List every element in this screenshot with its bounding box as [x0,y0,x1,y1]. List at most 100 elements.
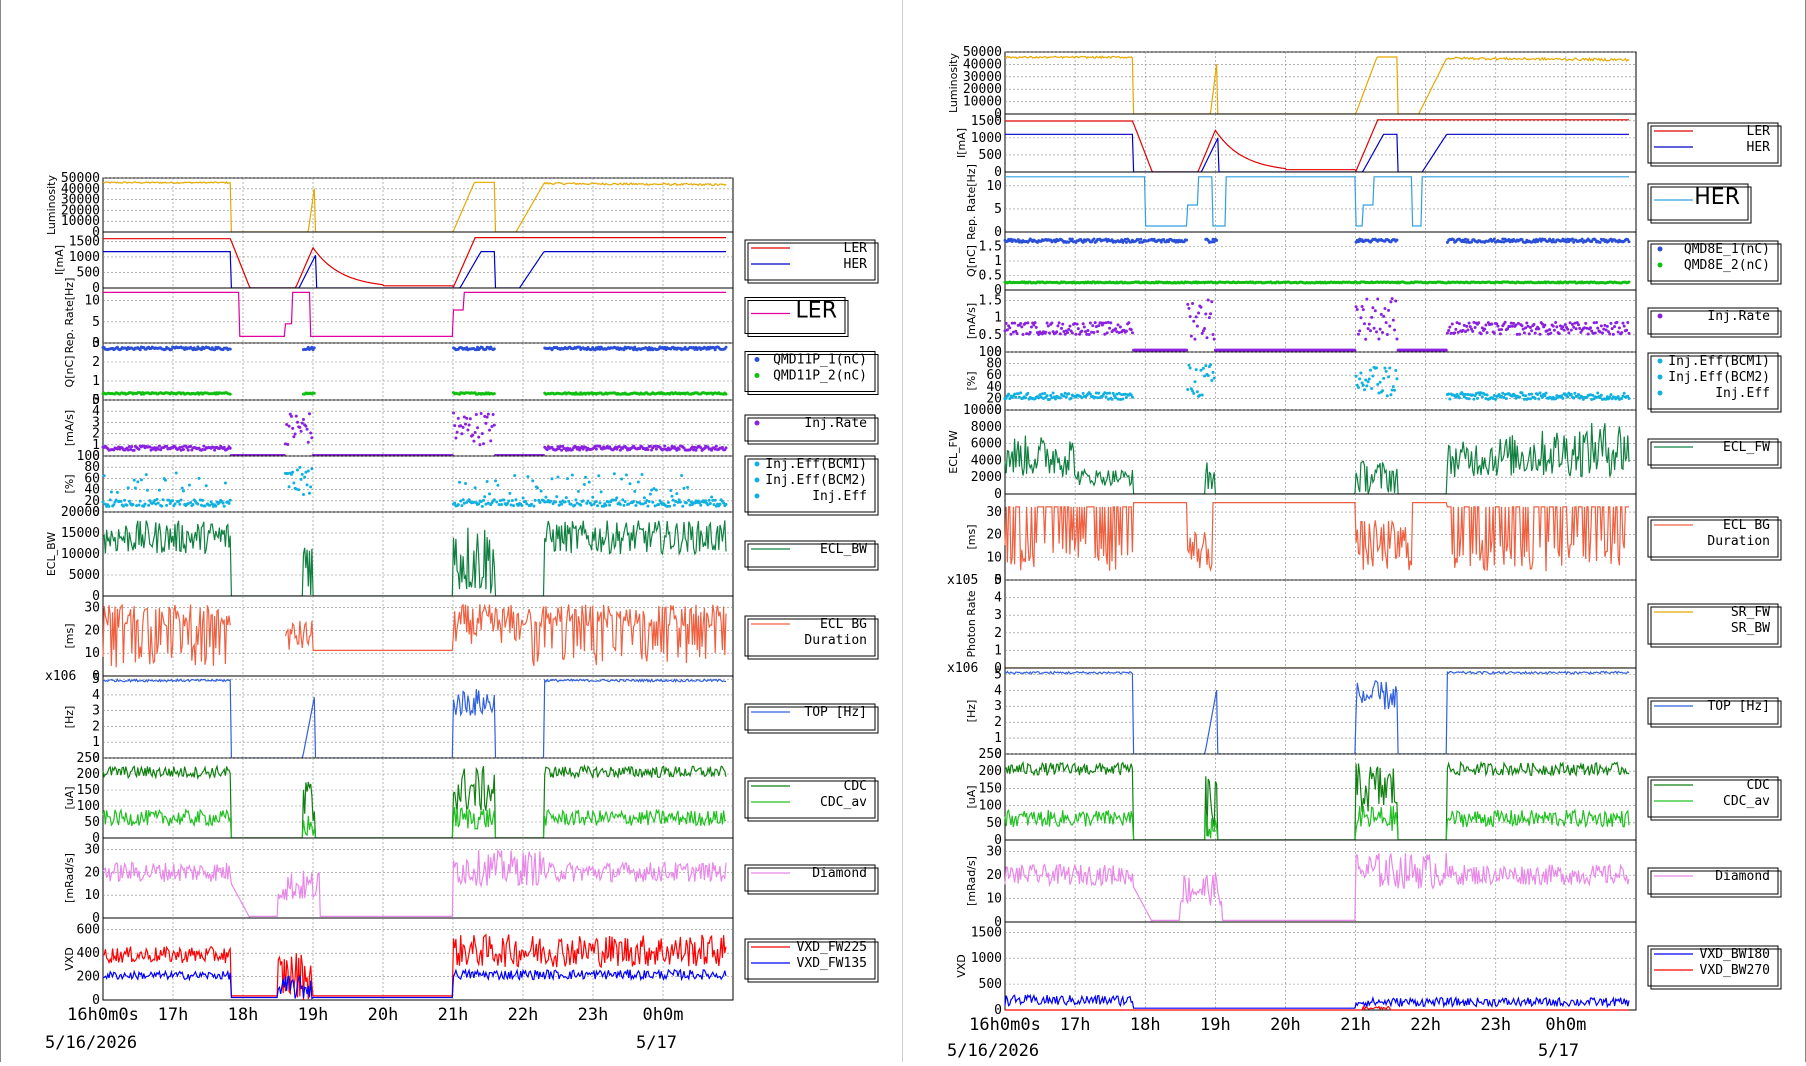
data-point [1104,395,1108,399]
data-point [1574,327,1578,331]
data-point [706,503,710,507]
data-point [1368,329,1372,333]
data-point [1525,321,1529,325]
data-point [1495,322,1499,326]
y-tick-label: 10 [986,892,1002,907]
data-point [651,500,655,504]
panel-dia: 0 10 20 30 [mRad/s] Diamond [965,839,1782,930]
data-point [210,502,214,506]
data-point [606,500,610,504]
data-point [1040,392,1044,396]
data-point [1611,332,1615,336]
data-point [1210,240,1214,244]
data-point [160,504,164,508]
legend-box [1647,603,1779,645]
y-tick-label: 1 [994,731,1002,746]
y-tick-label: 20 [84,623,100,638]
data-point [491,412,495,416]
data-point [1124,395,1128,399]
data-point [223,481,227,485]
data-point [1067,392,1071,396]
data-point [1605,324,1609,328]
chart-0: 01000020000300004000050000Luminosity0500… [45,171,879,1053]
data-point [1195,324,1199,328]
data-point [488,492,492,496]
data-point [1492,393,1496,397]
data-point [1110,397,1114,401]
data-point [1123,392,1127,396]
legend-shadow [1650,441,1782,469]
data-point [612,472,616,476]
data-point [1093,395,1097,399]
panel-frame [102,757,734,839]
data-point [1533,396,1537,400]
data-point [1049,394,1053,398]
data-point [1590,329,1594,333]
y-tick-label: 30000 [963,70,1002,85]
data-point [653,444,657,448]
data-point [1193,337,1197,341]
series-QMD8E_1(nC) [1003,237,1631,244]
data-point [1185,348,1189,352]
data-point [1029,325,1033,329]
data-point [1461,392,1465,396]
data-point [1038,393,1042,397]
data-point [514,498,518,502]
y-tick-label: 0 [92,911,100,926]
data-point [1203,374,1207,378]
data-point [1062,394,1066,398]
data-point [187,483,191,487]
data-point [1492,331,1496,335]
data-point [156,501,160,505]
data-point [1044,330,1048,334]
data-point [582,482,586,486]
y-tick-label: 0 [994,107,1002,122]
y-tick-label: 50 [986,816,1002,831]
data-point [1104,321,1108,325]
data-point [1191,389,1195,393]
data-point [584,475,588,479]
data-point [593,444,597,448]
data-point [174,471,178,475]
panel-q: 0 1 2 3 Q[nC] QMD11P_1(nC)QMD11P_2(nC) [63,336,879,408]
x-tick-label: 23h [578,1005,609,1025]
legend-label: QMD11P_1(nC) [773,353,867,368]
data-point [1382,314,1386,318]
data-point [1081,391,1085,395]
data-point [668,504,672,508]
data-point [480,504,484,508]
data-point [1058,332,1062,336]
data-point [1358,377,1362,381]
data-point [1124,329,1128,333]
y-tick-label: 1 [994,643,1002,658]
legend-box [744,455,876,513]
data-point [1463,392,1467,396]
data-point [1010,321,1014,325]
y-tick-label: 5000 [69,568,100,583]
data-point [698,501,702,505]
data-point [1191,301,1195,305]
legend-shadow [1650,870,1782,898]
data-point [306,440,310,444]
data-point [596,504,600,508]
data-point [1130,395,1134,399]
data-point [599,490,603,494]
data-point [480,432,484,436]
data-point [1484,397,1488,401]
legend-label: VXD_FW225 [797,940,867,955]
y-tick-label: 0 [994,915,1002,930]
x-tick-label: 20h [1270,1015,1301,1035]
data-point [1120,238,1124,242]
legend-label: Duration [804,633,867,648]
data-point [303,475,307,479]
data-point [1462,240,1466,244]
data-point [148,499,152,503]
data-point [618,448,622,452]
y-tick-label: 0 [994,165,1002,180]
data-point [506,501,510,505]
data-point [1206,298,1210,302]
data-point [1086,328,1090,332]
data-point [213,448,217,452]
data-point [633,489,637,493]
y-axis-label: ECL_FW [947,430,960,474]
